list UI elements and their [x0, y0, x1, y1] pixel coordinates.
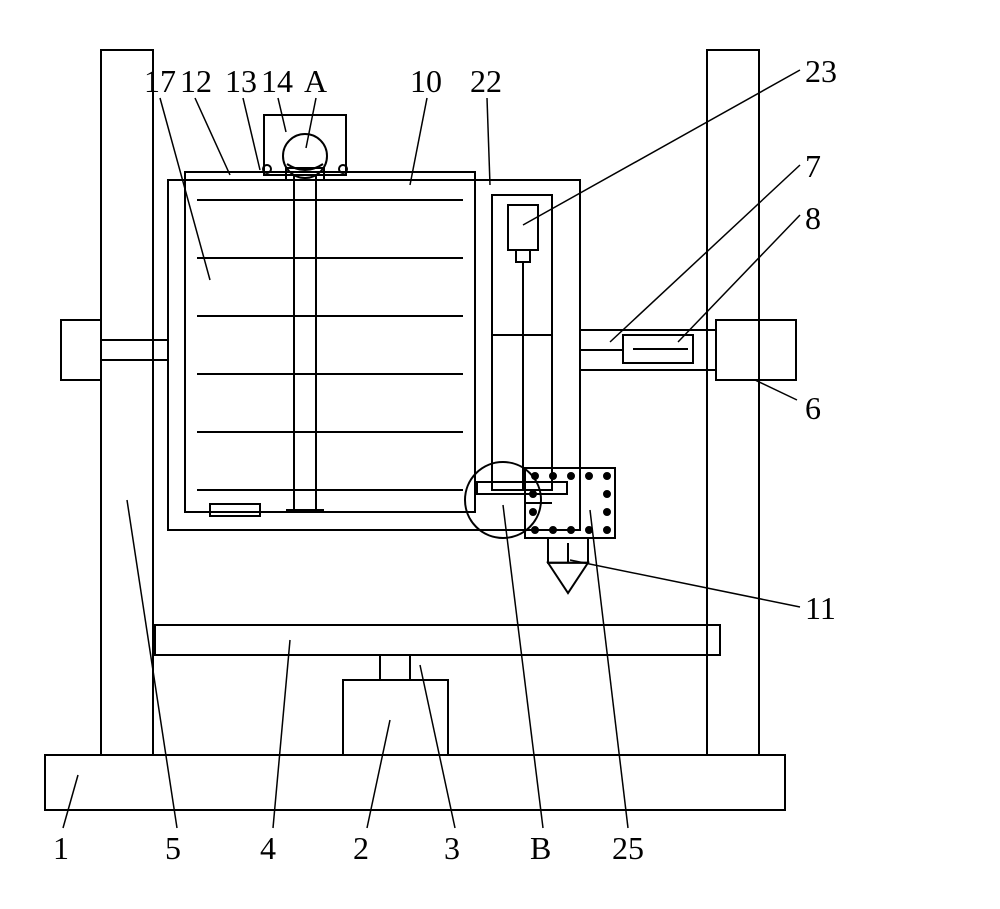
callout-label-22: 22 [470, 63, 502, 100]
callout-label-17: 17 [144, 63, 176, 100]
callout-label-14: 14 [261, 63, 293, 100]
callout-label-25: 25 [612, 830, 644, 867]
callout-label-5: 5 [165, 830, 181, 867]
callout-label-13: 13 [225, 63, 257, 100]
callout-label-2: 2 [353, 830, 369, 867]
callout-label-6: 6 [805, 390, 821, 427]
callout-label-1: 1 [53, 830, 69, 867]
callout-label-23: 23 [805, 53, 837, 90]
callout-label-8: 8 [805, 200, 821, 237]
callout-label-7: 7 [805, 148, 821, 185]
callout-label-4: 4 [260, 830, 276, 867]
callout-label-10: 10 [410, 63, 442, 100]
technical-drawing [0, 0, 1000, 909]
callout-label-11: 11 [805, 590, 836, 627]
callout-label-B: B [530, 830, 551, 867]
callout-label-12: 12 [180, 63, 212, 100]
diagram-container: 1712 1314 A 10 22 23 7 8 6 11 25 B 3 2 4 5 1 [0, 0, 1000, 909]
callout-label-3: 3 [444, 830, 460, 867]
callout-label-A: A [304, 63, 327, 100]
